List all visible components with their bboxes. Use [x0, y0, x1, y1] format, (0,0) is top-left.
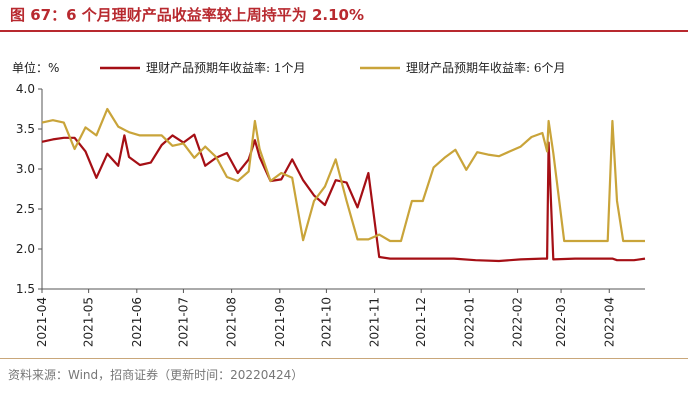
- x-tick-label: 2022-02: [511, 297, 525, 347]
- x-tick-label: 2021-07: [176, 297, 190, 347]
- line-chart: 单位：% 理财产品预期年收益率: 1个月 理财产品预期年收益率: 6个月 1.5…: [12, 60, 646, 347]
- y-tick-label: 3.5: [16, 122, 35, 136]
- x-tick-label: 2022-01: [462, 297, 476, 347]
- y-tick-label: 3.0: [16, 162, 35, 176]
- series-layer: [41, 107, 646, 263]
- y-axis-unit-label: 单位：%: [12, 60, 59, 75]
- x-tick-label: 2021-10: [319, 297, 333, 347]
- legend-label-1m: 理财产品预期年收益率: 1个月: [146, 60, 306, 75]
- y-axis: 1.5 2.0 2.5 3.0 3.5 4.0: [16, 82, 43, 296]
- x-tick-label: 2021-11: [368, 297, 382, 347]
- x-tick-label: 2021-12: [414, 297, 428, 347]
- x-axis: 2021-04 2021-05 2021-06 2021-07 2021-08 2021-…: [35, 288, 645, 347]
- y-tick-label: 4.0: [16, 82, 35, 96]
- x-tick-label: 2021-04: [35, 297, 49, 347]
- source-note: 资料来源：Wind，招商证券（更新时间：20220424）: [8, 368, 304, 382]
- x-tick-label: 2021-06: [130, 297, 144, 347]
- x-tick-label: 2021-08: [225, 297, 239, 347]
- series-line-1: [41, 107, 645, 243]
- source-rule: [0, 358, 688, 359]
- x-tick-label: 2021-05: [82, 297, 96, 347]
- figure-title: 图 67：6 个月理财产品收益率较上周持平为 2.10%: [10, 6, 365, 24]
- title-rule: [0, 30, 688, 32]
- series-line-0: [41, 133, 646, 263]
- x-tick-label: 2022-04: [602, 297, 616, 347]
- x-tick-label: 2021-09: [273, 297, 287, 347]
- y-tick-label: 1.5: [16, 282, 35, 296]
- x-tick-label: 2022-03: [554, 297, 568, 347]
- y-tick-label: 2.5: [16, 202, 35, 216]
- legend-label-6m: 理财产品预期年收益率: 6个月: [406, 60, 566, 75]
- y-tick-label: 2.0: [16, 242, 35, 256]
- legend: 理财产品预期年收益率: 1个月 理财产品预期年收益率: 6个月: [100, 60, 566, 75]
